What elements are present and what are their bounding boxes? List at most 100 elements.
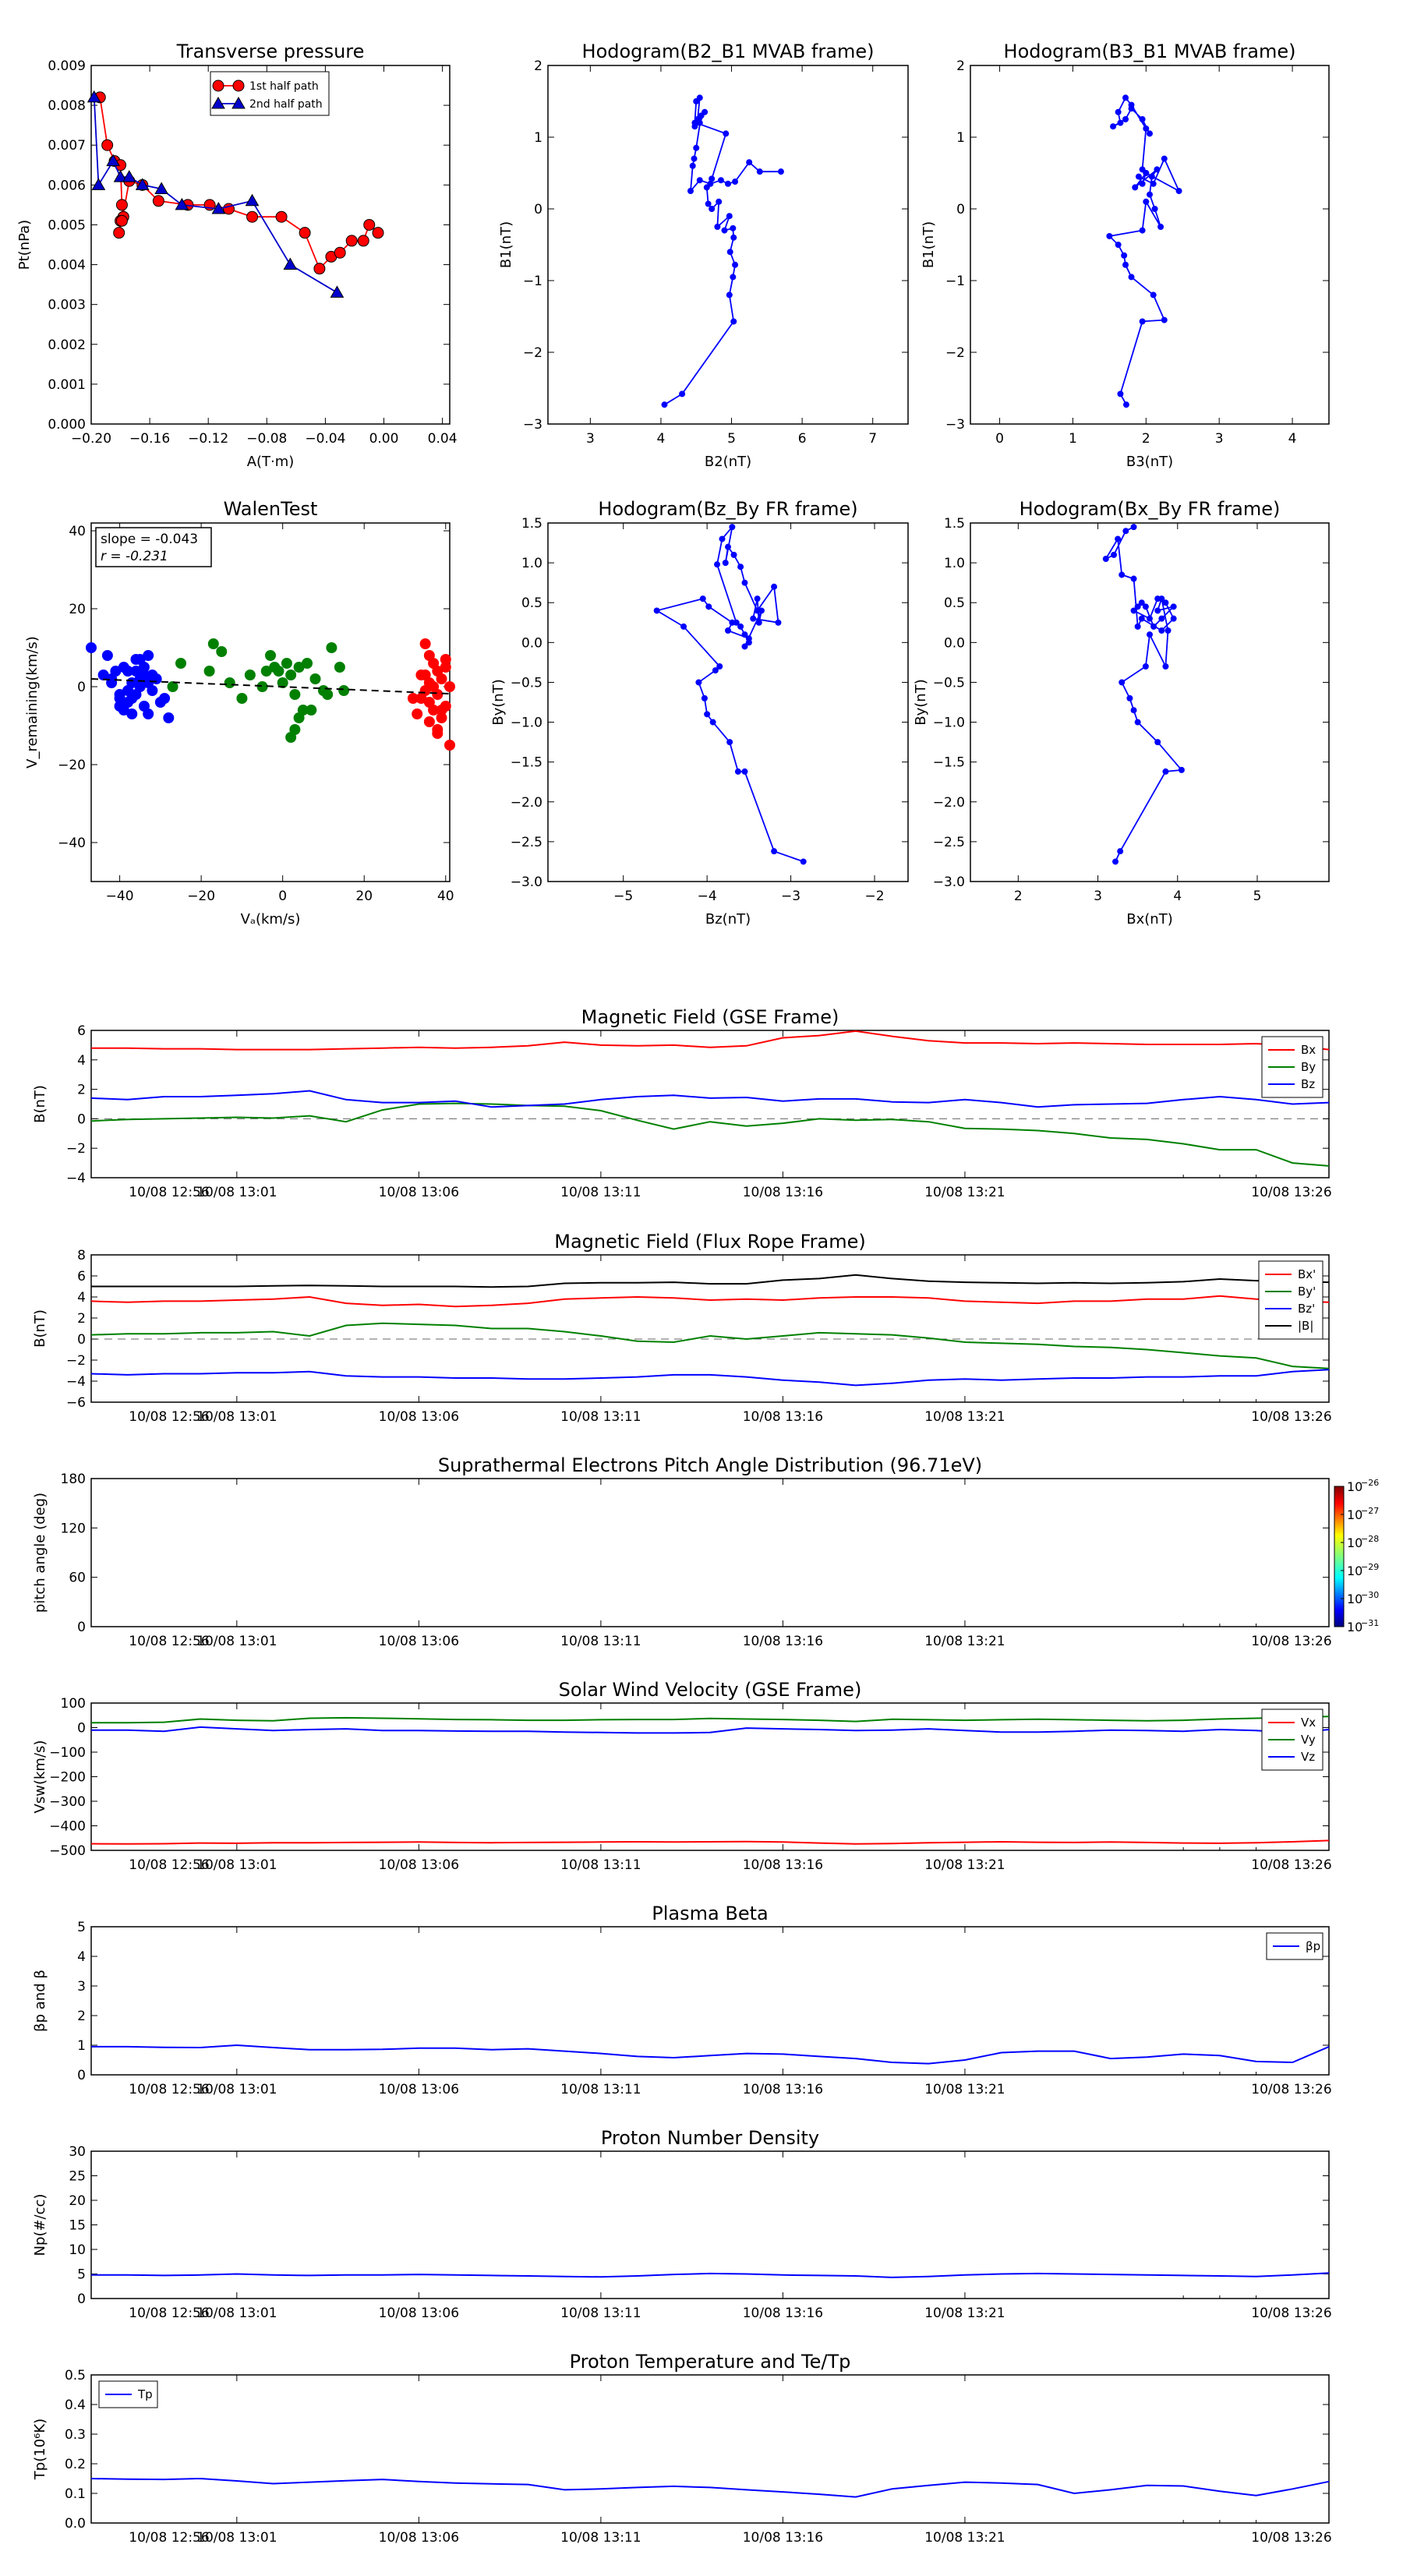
data-point	[755, 619, 762, 626]
data-point	[725, 627, 731, 634]
y-tick-label: 0.001	[48, 377, 86, 393]
scatter-point	[302, 658, 313, 669]
x-tick-label: 10/08 13:21	[924, 2082, 1005, 2097]
data-point	[746, 159, 753, 166]
scatter-point	[285, 670, 297, 680]
data-point	[1139, 318, 1146, 325]
x-tick-label: 10/08 13:21	[924, 2306, 1005, 2321]
x-tick-label: 10/08 13:26	[1251, 1185, 1331, 1200]
data-point	[1102, 556, 1109, 562]
data-point	[87, 90, 101, 103]
x-tick-label: 10/08 13:16	[743, 1409, 823, 1425]
data-point	[275, 210, 288, 223]
y-tick-label: 0.000	[48, 417, 86, 433]
legend-label: |B|	[1298, 1319, 1313, 1333]
y-tick-label: 4	[77, 1053, 86, 1069]
scatter-point	[134, 673, 146, 684]
data-point	[1150, 623, 1157, 630]
x-tick-label: −0.04	[305, 431, 345, 447]
y-tick-label: 4	[77, 1290, 86, 1306]
scatter-point	[118, 705, 129, 716]
data-point	[113, 170, 128, 182]
x-tick-label: 10/08 13:11	[560, 2530, 641, 2546]
data-point	[741, 631, 748, 638]
y-tick-label: 0.004	[48, 258, 86, 274]
data-point	[733, 619, 740, 626]
data-point	[741, 579, 748, 586]
data-point	[698, 112, 705, 119]
chart-title: Proton Number Density	[601, 2127, 819, 2149]
data-point	[1122, 261, 1129, 268]
data-point	[653, 607, 660, 614]
x-tick-label: −0.16	[129, 431, 170, 447]
legend-label: By	[1301, 1060, 1316, 1074]
x-tick-label: 10/08 13:11	[560, 1409, 641, 1425]
data-point	[1143, 125, 1150, 132]
data-point	[1143, 170, 1150, 176]
data-point	[704, 711, 711, 718]
series-line	[91, 2044, 1330, 2065]
data-point	[689, 162, 696, 169]
data-point	[695, 679, 702, 686]
data-point	[716, 198, 723, 205]
y-tick-label: 1	[956, 130, 965, 146]
colorbar-tick-exponent: −30	[1361, 1590, 1379, 1600]
annotation-box: slope = -0.043 r = -0.231	[95, 527, 212, 567]
y-tick-label: −2.5	[511, 835, 542, 850]
data-point	[313, 263, 326, 275]
data-point	[712, 667, 719, 674]
scatter-point	[138, 662, 150, 673]
legend-box	[210, 71, 330, 116]
y-tick-label: −1.0	[511, 716, 542, 731]
colorbar-tick-base: 10	[1347, 1507, 1362, 1522]
data-point	[1142, 663, 1149, 670]
scatter-point	[293, 712, 305, 723]
x-axis-label: Vₐ(km/s)	[241, 911, 301, 928]
data-point	[299, 227, 311, 239]
data-point	[800, 858, 807, 865]
data-point	[737, 564, 744, 571]
data-point	[723, 130, 730, 137]
y-tick-label: −1.5	[511, 755, 542, 771]
y-tick-label: −1	[945, 274, 965, 289]
data-point	[737, 623, 744, 630]
x-tick-label: 10/08 12:56	[129, 2082, 209, 2097]
legend-label: Vy	[1301, 1733, 1316, 1747]
scatter-point	[444, 681, 455, 692]
data-point	[113, 227, 125, 239]
plasma_beta-axes-frame	[90, 1926, 1330, 2076]
data-point	[1170, 615, 1177, 622]
x-tick-label: 10/08 13:16	[743, 1634, 823, 1649]
y-tick-label: −6	[66, 1395, 86, 1411]
y-tick-label: 2	[534, 58, 542, 74]
legend-label: 2nd half path	[249, 98, 323, 111]
series-line	[91, 1726, 1330, 1734]
x-tick-label: 6	[798, 431, 807, 447]
proton_density-axes-frame	[90, 2150, 1330, 2299]
x-tick-label: −0.08	[246, 431, 287, 447]
data-point	[730, 224, 737, 231]
data-point	[1135, 173, 1142, 180]
y-tick-label: 0	[77, 1111, 86, 1127]
series-line	[90, 1369, 1330, 1387]
data-point	[1175, 188, 1182, 194]
y-tick-label: 0.3	[65, 2427, 86, 2443]
y-tick-label: 8	[77, 1248, 86, 1263]
y-tick-label: 0.003	[48, 298, 86, 313]
y-tick-label: 1	[77, 2038, 86, 2054]
data-point	[1154, 595, 1161, 602]
data-point	[1128, 274, 1135, 281]
x-tick-label: 10/08 13:06	[379, 1409, 459, 1425]
data-point	[1134, 623, 1141, 630]
chart-title: Transverse pressure	[176, 41, 365, 62]
scatter-point	[114, 689, 125, 700]
y-tick-label: 2	[77, 2009, 86, 2024]
annotation-frame	[95, 527, 212, 567]
y-tick-label: −400	[49, 1819, 86, 1835]
data-point	[777, 168, 784, 175]
x-tick-label: −20	[187, 889, 215, 904]
x-tick-label: 10/08 13:06	[379, 1185, 459, 1200]
legend-label: Vz	[1301, 1750, 1315, 1764]
y-tick-label: 0.0	[944, 635, 965, 651]
